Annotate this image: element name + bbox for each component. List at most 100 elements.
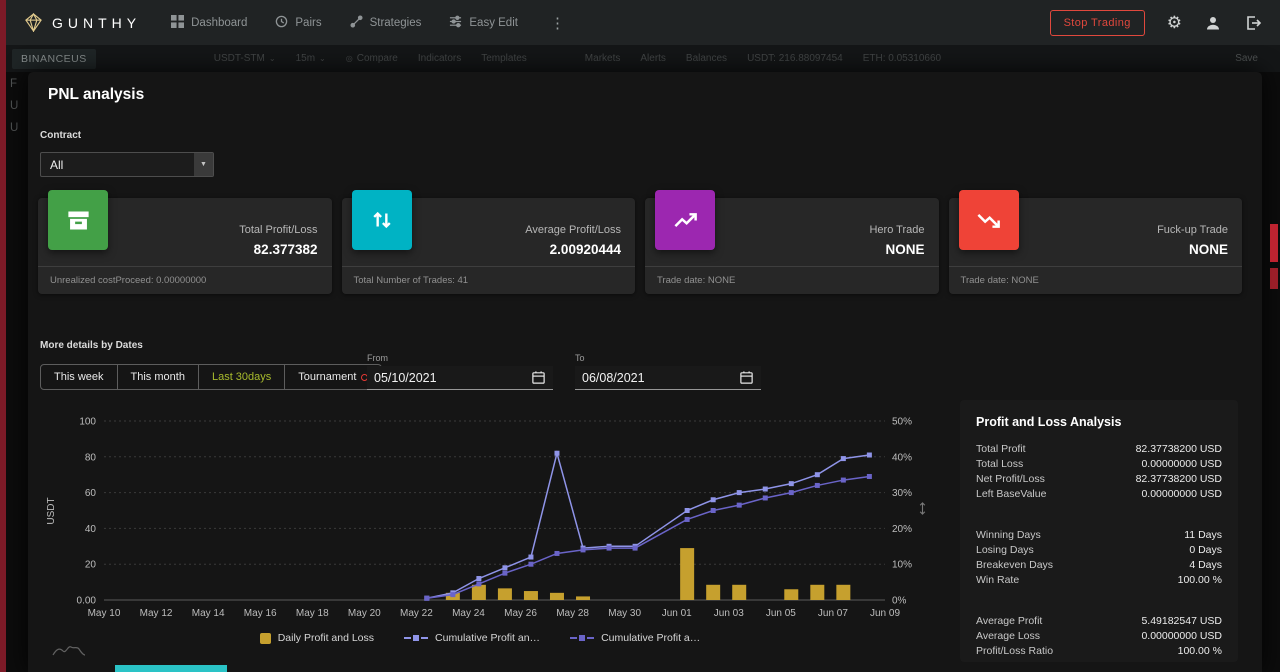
occluded-text-fragment: U [10,122,19,134]
svg-text:Jun 09: Jun 09 [870,608,900,619]
calendar-icon[interactable] [739,370,754,385]
chart-toolbar: BINANCEUS USDT-STM ⌄ 15m ⌄ ◎ Compare Indica… [6,45,1280,72]
svg-text:May 22: May 22 [400,608,433,619]
svg-text:May 12: May 12 [140,608,173,619]
to-date-input[interactable]: 06/08/2021 [575,366,761,390]
user-avatar-icon[interactable] [1204,14,1222,32]
to-date-value: 06/08/2021 [582,370,645,385]
card-total-profit-loss: Total Profit/Loss 82.377382 Unrealized c… [38,190,332,294]
svg-text:May 26: May 26 [504,608,537,619]
stat-value: 82.377382 [253,242,318,257]
occluded-text-fragment: U [10,100,19,112]
range-this-month[interactable]: This month [118,365,199,389]
save-button[interactable]: Save [1235,53,1258,64]
analysis-group: Winning Days 11 Days Losing Days 0 Days Br… [976,528,1222,588]
nav-item-pairs[interactable]: Pairs [275,15,322,31]
svg-text:May 10: May 10 [88,608,121,619]
svg-text:May 24: May 24 [452,608,485,619]
bottom-scrollbar-thumb[interactable] [115,665,227,672]
left-edge-accent-strip [0,0,6,672]
stat-footer: Trade date: NONE [948,266,1242,294]
nav-label: Pairs [295,16,322,29]
contract-select[interactable]: All ▼ [40,152,214,177]
svg-text:30%: 30% [892,488,912,499]
scrollbar-mark[interactable] [1270,224,1278,262]
legend-label: Cumulative Profit a… [601,632,701,644]
alerts-button[interactable]: Alerts [640,53,666,64]
analysis-group: Total Profit 82.37738200 USD Total Loss 0.… [976,442,1222,502]
analysis-value: 0.00000000 USD [1141,458,1222,470]
legend-item[interactable]: Cumulative Profit an… [404,632,540,644]
legend-swatch [570,635,595,641]
svg-text:40%: 40% [892,452,912,463]
analysis-label: Win Rate [976,574,1020,586]
top-nav: GUNTHY Dashboard Pairs [0,0,1280,45]
nav-item-strategies[interactable]: Strategies [350,14,421,31]
svg-text:May 14: May 14 [192,608,225,619]
pair-selector[interactable]: USDT-STM ⌄ [213,53,276,64]
stat-title: Total Profit/Loss [239,224,318,236]
svg-text:May 28: May 28 [556,608,589,619]
nav-label: Easy Edit [469,16,518,29]
stat-value: NONE [1188,242,1228,257]
occluded-text-fragment: F [10,78,18,90]
chevron-down-icon: ▼ [194,153,213,176]
templates-button[interactable]: Templates [481,53,527,64]
contract-label: Contract [40,130,82,141]
dashboard-grid-icon [171,14,185,31]
svg-text:May 30: May 30 [608,608,641,619]
from-date-value: 05/10/2021 [374,370,437,385]
analysis-value: 4 Days [1189,559,1222,571]
analysis-group: Average Profit 5.49182547 USD Average Los… [976,614,1222,659]
axis-scale-icon[interactable] [916,502,929,520]
svg-text:20: 20 [85,560,97,571]
analysis-label: Left BaseValue [976,488,1047,500]
scrollbar-mark[interactable] [1270,268,1278,289]
analysis-value: 0 Days [1189,544,1222,556]
compare-button[interactable]: ◎ Compare [345,53,398,64]
indicators-button[interactable]: Indicators [417,53,462,64]
from-date-input[interactable]: 05/10/2021 [367,366,553,390]
stop-trading-button[interactable]: Stop Trading [1049,9,1145,36]
contract-select-value: All [50,157,64,172]
gear-icon[interactable]: ⚙ [1166,13,1182,32]
brand[interactable]: GUNTHY [24,13,141,32]
analysis-label: Breakeven Days [976,559,1054,571]
stat-footer: Trade date: NONE [645,266,939,294]
legend-item[interactable]: Daily Profit and Loss [259,632,375,644]
calendar-icon[interactable] [531,370,546,385]
stat-title: Hero Trade [869,224,925,236]
nav-item-dashboard[interactable]: Dashboard [171,14,248,31]
balances-label: Balances [685,53,728,64]
svg-text:10%: 10% [892,560,912,571]
trend-up-icon [655,190,715,250]
nav-item-easy-edit[interactable]: Easy Edit [449,15,518,31]
analysis-label: Total Loss [976,458,1024,470]
legend-label: Daily Profit and Loss [277,632,375,644]
sparkline-watermark-icon [52,642,86,663]
markets-button[interactable]: Markets [584,53,621,64]
nav-label: Dashboard [191,16,248,29]
balance-eth: ETH: 0.05310660 [862,53,942,64]
svg-text:50%: 50% [892,417,912,428]
nav-right: Stop Trading ⚙ [1049,9,1262,36]
legend-swatch [404,635,429,641]
analysis-label: Net Profit/Loss [976,473,1045,485]
profit-loss-analysis-panel: Profit and Loss Analysis Total Profit 82.… [960,400,1238,662]
timeframe-selector[interactable]: 15m ⌄ [295,53,326,64]
pnl-chart[interactable]: 100 50% 80 40% 60 30% 40 20% 20 10% 0.00 0% May 10 Ma… [40,405,920,623]
exchange-selector[interactable]: BINANCEUS [12,48,96,69]
stat-footer: Total Number of Trades: 41 [341,266,635,294]
more-menu-kebab-icon[interactable]: ⋮ [549,14,565,32]
svg-text:Jun 07: Jun 07 [818,608,848,619]
range-label: Tournament [298,371,357,383]
svg-text:May 16: May 16 [244,608,277,619]
range-this-week[interactable]: This week [41,365,118,389]
logout-icon[interactable] [1244,14,1262,32]
range-last-30days[interactable]: Last 30days [199,365,286,389]
legend-item[interactable]: Cumulative Profit a… [570,632,700,644]
balance-usdt: USDT: 216.88097454 [747,53,843,64]
svg-text:May 18: May 18 [296,608,329,619]
svg-text:Jun 03: Jun 03 [714,608,744,619]
from-date-field: From 05/10/2021 [367,353,553,390]
